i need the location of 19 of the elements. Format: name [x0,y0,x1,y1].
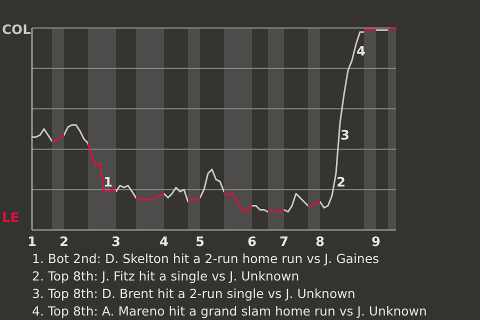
annotation: 1 [103,176,113,191]
x-tick-label: 4 [159,235,169,250]
x-tick-label: 1 [27,235,37,250]
x-tick-label: 5 [195,235,205,250]
text: 4. Top 8th: A. Mareno hit a grand slam home run vs J. Unknown [32,304,427,318]
annotation: 2 [336,176,346,191]
ref-line-label: COL [2,23,31,38]
x-tick-label: 7 [279,235,289,250]
x-tick-label: 2 [59,235,69,250]
annotation: 4 [356,44,366,60]
x-tick-label: 3 [111,235,121,250]
text: 1. Bot 2nd: D. Skelton hit a 2-run home run vs J. Gaines [32,251,380,266]
text: 3. Top 8th: D. Brent hit a 2-run single vs J. Unknown [32,286,356,301]
x-tick-label: 9 [371,235,381,250]
x-tick-label: 6 [247,235,257,250]
annotation: 3 [340,128,350,144]
ref-line-label: LE [2,211,20,226]
text: 2. Top 8th: J. Fitz hit a single vs J. Unknown [32,268,300,284]
x-tick-label: 8 [315,235,325,250]
